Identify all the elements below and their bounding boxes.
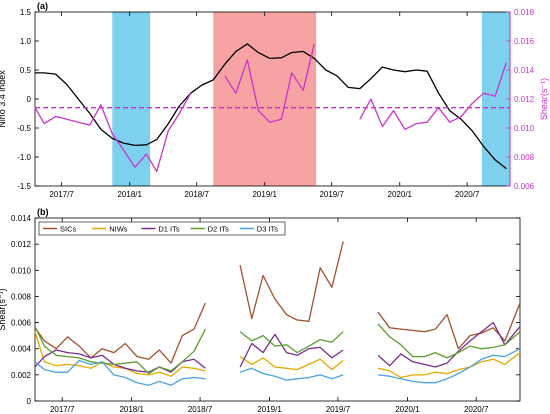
y-axis-title: Shear(s⁻¹) [0, 288, 7, 330]
panel-label: (b) [37, 207, 49, 217]
x-tick-label: 2020/1 [388, 190, 413, 199]
series-line [377, 323, 521, 359]
y-tick-label: 0.012 [11, 240, 32, 249]
x-tick-label: 2018/1 [119, 405, 144, 414]
series-line [34, 302, 206, 364]
x-tick-label: 2020/7 [455, 190, 480, 199]
panel-a: 2017/7 2018/1 2018/7 2019/1 2019/7 2020/1 2020… [0, 1, 549, 199]
y-right-tick-label: 0.012 [514, 95, 535, 104]
series-line [377, 348, 521, 384]
y-tick-label: 1.5 [20, 8, 32, 17]
y-tick-label: 0.5 [20, 66, 32, 75]
series-line [377, 321, 521, 368]
y-tick-label: -0.5 [17, 124, 31, 133]
shaded-period [481, 12, 510, 186]
x-tick-label: 2019/7 [319, 190, 344, 199]
x-tick-label: 2019/7 [326, 405, 351, 414]
plot-frame [34, 217, 521, 402]
shaded-period [213, 12, 317, 186]
series-line [239, 367, 344, 381]
y-right-tick-label: 0.014 [514, 66, 535, 75]
y-axis-title: Nino 3.4 index [0, 70, 7, 128]
legend-box [38, 221, 286, 236]
series-line [239, 331, 344, 354]
x-tick-label: 2019/1 [252, 190, 277, 199]
series-line [35, 43, 507, 170]
y-right-tick-label: 0.010 [514, 124, 535, 133]
y-tick-label: 0.004 [11, 345, 32, 354]
y-tick-label: -1.5 [17, 182, 31, 191]
y-right-tick-label: 0.006 [514, 182, 535, 191]
y-tick-label: 0 [27, 95, 32, 104]
x-tick-label: 2020/7 [464, 405, 489, 414]
series-line [359, 62, 507, 131]
series-line [377, 302, 521, 350]
y-right-tick-label: 0.016 [514, 37, 535, 46]
x-tick-label: 2017/7 [50, 405, 75, 414]
y-tick-label: 0.002 [11, 371, 32, 380]
series-line [239, 356, 344, 371]
y-right-tick-label: 0.008 [514, 153, 535, 162]
x-tick-label: 2017/7 [49, 190, 74, 199]
legend-label: D2 ITs [208, 225, 230, 234]
x-tick-label: 2020/1 [395, 405, 420, 414]
y-tick-label: 0.008 [11, 292, 32, 301]
series-line [239, 241, 344, 322]
x-tick-label: 2018/1 [117, 190, 142, 199]
y-tick-label: 0.014 [11, 214, 32, 223]
series-line [34, 359, 206, 386]
y-right-tick-label: 0.018 [514, 8, 535, 17]
y-tick-label: 1.0 [20, 37, 32, 46]
panel-label: (a) [37, 1, 48, 11]
x-tick-label: 2018/7 [184, 190, 209, 199]
legend-label: SICs [60, 225, 77, 234]
x-tick-label: 2019/1 [257, 405, 282, 414]
y-tick-label: -1.0 [17, 153, 31, 162]
y-right-axis-title: Shear(s⁻¹) [539, 78, 549, 120]
series-line [224, 43, 315, 123]
series-line [34, 92, 192, 173]
legend-label: NIWs [109, 225, 128, 234]
series-line [34, 326, 206, 375]
panel-b: 2017/7 2018/1 2018/7 2019/1 2019/7 2020/1 2020… [0, 207, 521, 414]
x-tick-label: 2018/7 [188, 405, 213, 414]
legend-label: D3 ITs [257, 225, 279, 234]
shaded-period [112, 12, 151, 186]
y-tick-label: 0 [27, 397, 32, 406]
legend-label: D1 ITs [158, 225, 180, 234]
y-tick-label: 0.010 [11, 266, 32, 275]
series-line [377, 352, 521, 379]
series-line [34, 331, 206, 377]
y-tick-label: 0.006 [11, 319, 32, 328]
series-line [239, 333, 344, 368]
